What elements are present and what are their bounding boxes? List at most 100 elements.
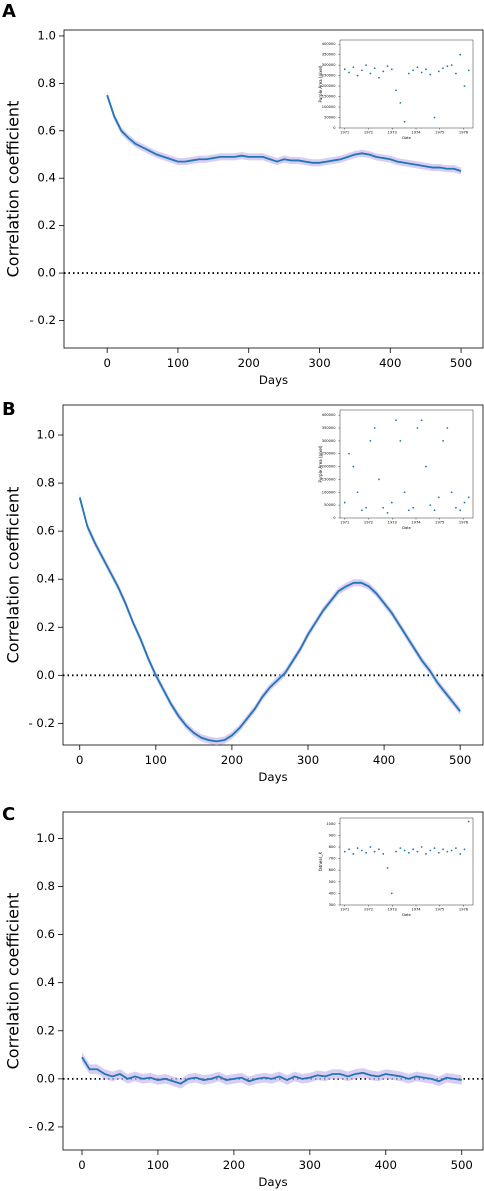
point xyxy=(343,68,346,71)
x-tick-label: 0 xyxy=(78,1158,85,1172)
point xyxy=(450,849,453,852)
point xyxy=(356,74,359,77)
point xyxy=(356,847,359,850)
y-tick-label: 300 xyxy=(329,903,337,907)
point xyxy=(416,427,419,429)
point xyxy=(369,439,372,442)
panel-label: C xyxy=(2,804,15,825)
point xyxy=(450,491,453,494)
y-tick-label: 0.8 xyxy=(36,476,55,490)
point xyxy=(467,496,470,499)
point xyxy=(390,892,393,895)
point xyxy=(348,71,350,74)
point xyxy=(365,64,368,67)
x-tick-label: 100 xyxy=(147,1158,169,1172)
x-tick-label: 1971 xyxy=(340,521,349,525)
y-tick-label: 100000 xyxy=(322,490,336,494)
y-tick-label: 0.4 xyxy=(37,171,56,185)
y-tick-label: 0.0 xyxy=(36,668,55,682)
point xyxy=(446,850,449,853)
point xyxy=(343,501,346,504)
x-tick-label: 0 xyxy=(103,356,110,370)
point xyxy=(433,116,436,119)
x-tick-label: 500 xyxy=(451,1158,473,1172)
y-tick-label: 0 xyxy=(333,126,336,130)
y-tick-label: 1.0 xyxy=(36,428,55,442)
point xyxy=(373,427,376,429)
point xyxy=(416,850,419,853)
point xyxy=(356,491,359,494)
point xyxy=(373,67,376,70)
point xyxy=(437,70,440,73)
y-axis-label: Purple Area (pixel) xyxy=(318,445,323,482)
y-tick-label: - 0.2 xyxy=(29,313,56,327)
point xyxy=(455,72,457,75)
x-tick-label: 1972 xyxy=(364,131,373,135)
y-tick-label: 0.8 xyxy=(36,879,55,893)
y-tick-label: 800 xyxy=(329,845,337,849)
y-tick-label: 300000 xyxy=(322,63,336,67)
y-tick-label: 400 xyxy=(329,891,337,895)
y-tick-label: 400000 xyxy=(322,42,336,46)
x-tick-label: 1974 xyxy=(411,908,421,912)
point xyxy=(463,848,466,851)
point xyxy=(420,419,423,422)
point xyxy=(365,506,368,509)
point xyxy=(420,846,423,848)
x-tick-label: 200 xyxy=(221,753,243,767)
y-tick-label: 250000 xyxy=(322,452,336,456)
x-tick-label: 0 xyxy=(76,753,83,767)
line xyxy=(106,94,462,172)
x-tick-label: 1975 xyxy=(435,908,444,912)
y-tick-label: 700 xyxy=(329,857,337,861)
point xyxy=(459,53,462,56)
y-tick-label: 150000 xyxy=(322,95,336,99)
point xyxy=(407,851,410,854)
y-tick-label: 500 xyxy=(329,880,337,884)
plot-frame xyxy=(339,39,474,129)
point xyxy=(463,85,466,87)
point xyxy=(378,478,380,481)
y-tick-label: 250000 xyxy=(322,74,336,78)
plot-frame xyxy=(62,404,484,746)
point xyxy=(450,64,453,67)
point xyxy=(455,506,457,509)
x-tick-label: 1973 xyxy=(388,908,397,912)
point xyxy=(429,849,432,852)
point xyxy=(463,501,466,504)
plot-frame xyxy=(339,817,474,906)
y-tick-label: 200000 xyxy=(322,84,336,88)
point xyxy=(386,866,389,869)
line xyxy=(81,1056,462,1085)
y-axis-label: Correlation coefficient xyxy=(4,893,23,1070)
x-tick-label: 1973 xyxy=(388,131,397,135)
point xyxy=(459,853,462,855)
x-tick-label: 500 xyxy=(450,356,472,370)
y-tick-label: 0.8 xyxy=(37,76,56,90)
y-axis-label: Correlation coefficient xyxy=(4,487,23,664)
point xyxy=(442,848,444,851)
panel-label: A xyxy=(2,1,16,22)
y-tick-label: 150000 xyxy=(322,477,336,481)
y-axis-label: fatness_X xyxy=(318,852,323,872)
confidence-band xyxy=(79,493,461,745)
point xyxy=(399,439,402,442)
x-axis-label: Days xyxy=(259,373,288,387)
y-tick-label: 0.2 xyxy=(37,218,56,232)
point xyxy=(467,820,470,823)
point xyxy=(365,851,368,854)
y-tick-label: 0.2 xyxy=(36,620,55,634)
x-tick-label: 300 xyxy=(308,356,330,370)
panel-label: B xyxy=(2,399,16,420)
y-tick-label: 0.0 xyxy=(37,266,56,280)
point xyxy=(412,506,415,509)
point xyxy=(399,101,402,104)
y-tick-label: 50000 xyxy=(324,503,336,507)
point xyxy=(395,850,397,853)
point xyxy=(429,504,432,507)
x-tick-label: 1975 xyxy=(435,131,444,135)
y-tick-label: 50000 xyxy=(324,116,336,120)
y-axis-label: Purple Area (pixel) xyxy=(318,65,323,102)
